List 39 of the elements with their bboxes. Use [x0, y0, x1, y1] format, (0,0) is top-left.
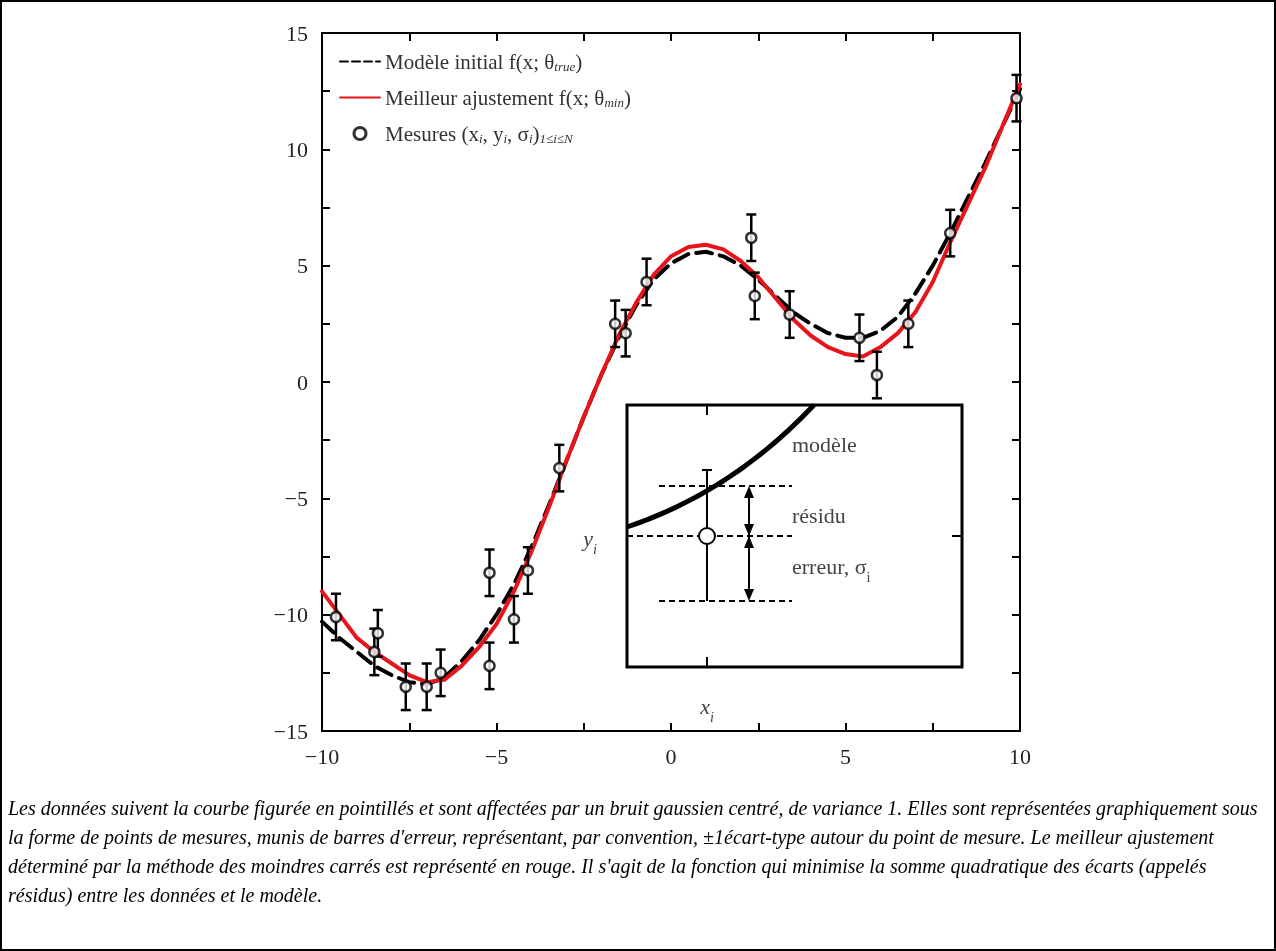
annotation: erreur, σ$_{i}$ — [792, 554, 871, 585]
y-tick-label: −10 — [273, 602, 308, 628]
point — [608, 317, 622, 331]
point — [329, 610, 343, 624]
y-tick-label: −15 — [273, 718, 308, 744]
point — [368, 645, 381, 659]
point — [640, 275, 653, 289]
y-tick-label: 15 — [286, 20, 308, 46]
point — [553, 461, 566, 475]
y-tick-label: 5 — [297, 253, 308, 279]
annotation: résidu — [792, 503, 846, 528]
point — [1010, 91, 1023, 105]
point — [483, 566, 496, 580]
point — [399, 680, 413, 694]
point — [902, 317, 915, 331]
x-tick-label: 10 — [1009, 743, 1031, 769]
annotation: x$_{i}$ — [699, 694, 714, 725]
point — [420, 680, 433, 694]
y-tick-label: 10 — [286, 136, 308, 162]
point — [870, 368, 884, 382]
point — [483, 659, 496, 673]
point — [434, 666, 447, 680]
point — [745, 231, 758, 244]
point — [943, 226, 957, 240]
point — [619, 326, 632, 340]
point — [853, 331, 866, 345]
x-tick-label: 0 — [665, 743, 677, 769]
point — [507, 613, 521, 626]
y-tick-label: −5 — [284, 485, 308, 511]
point — [783, 308, 796, 321]
x-tick-label: −5 — [484, 743, 509, 769]
text: Les données suivent la courbe figurée en pointillés et sont affectées par un bruit gaussien centré, de variance 1. Elles sont représentées graphiquement sous la forme de points de mesures, munis de barres d'erreur, représentant, par convention, ±1écart-type autour du point de mesure. Le meilleur ajustement déterminé par la méthode des moindres carrés est représenté en rouge. Il s'agit de la fonction qui minimise la somme quadratique des écarts (appelés résidus) entre les données et le modèle. — [8, 796, 1259, 908]
point — [748, 289, 762, 303]
point — [371, 627, 385, 640]
x-tick-label: 5 — [840, 743, 851, 769]
y-tick-label: 0 — [297, 369, 308, 395]
annotation: y$_{i}$ — [581, 526, 597, 557]
point — [521, 564, 535, 577]
annotation: modèle — [792, 432, 857, 457]
